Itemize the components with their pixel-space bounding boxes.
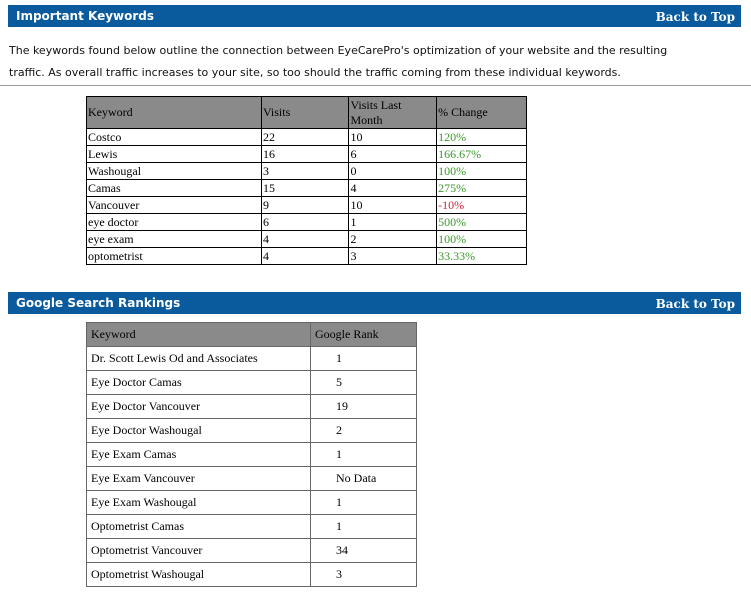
rank-cell: 1 — [310, 346, 417, 371]
column-header: Keyword — [86, 96, 262, 129]
rank-cell: 34 — [310, 538, 417, 563]
table-row: Optometrist Vancouver 34 — [86, 538, 417, 563]
table-row: Dr. Scott Lewis Od and Associates 1 — [86, 346, 417, 371]
table-row: Eye Doctor Vancouver 19 — [86, 394, 417, 419]
keyword-cell: Optometrist Washougal — [86, 562, 311, 587]
rank-cell: 5 — [310, 370, 417, 395]
keyword-cell: Eye Exam Camas — [86, 442, 311, 467]
change-cell: 33.33% — [436, 247, 527, 265]
column-header: Visits Last Month — [348, 96, 438, 129]
keywords-table: Keyword Visits Visits Last Month % Chang… — [86, 96, 527, 265]
table-row: Eye Doctor Washougal 2 — [86, 418, 417, 443]
table-header-row: Keyword Google Rank — [86, 322, 417, 347]
visits-cell: 4 — [260, 230, 350, 248]
table-row: Eye Exam Vancouver No Data — [86, 466, 417, 491]
visits-last-month-cell: 10 — [348, 128, 438, 146]
change-cell: 100% — [436, 230, 527, 248]
table-row: Eye Exam Washougal 1 — [86, 490, 417, 515]
google-rankings-header: Google Search Rankings Back to Top — [8, 292, 741, 314]
visits-cell: 22 — [260, 128, 350, 146]
keyword-cell: Vancouver — [86, 196, 262, 214]
table-row: Optometrist Camas 1 — [86, 514, 417, 539]
rank-cell: 2 — [310, 418, 417, 443]
visits-last-month-cell: 2 — [348, 230, 438, 248]
visits-cell: 9 — [260, 196, 350, 214]
visits-cell: 4 — [260, 247, 350, 265]
column-header: % Change — [436, 96, 527, 129]
rank-cell: 19 — [310, 394, 417, 419]
keyword-cell: Optometrist Vancouver — [86, 538, 311, 563]
keyword-cell: Lewis — [86, 145, 262, 163]
visits-cell: 6 — [260, 213, 350, 231]
keyword-cell: eye doctor — [86, 213, 262, 231]
back-to-top-link[interactable]: Back to Top — [655, 297, 735, 311]
table-row: Eye Exam Camas 1 — [86, 442, 417, 467]
keyword-cell: Costco — [86, 128, 262, 146]
table-row: Eye Doctor Camas 5 — [86, 370, 417, 395]
table-row: Vancouver 9 10 -10% — [86, 196, 527, 214]
column-header: Keyword — [86, 322, 311, 347]
column-header: Visits — [260, 96, 350, 129]
change-cell: 166.67% — [436, 145, 527, 163]
visits-last-month-cell: 6 — [348, 145, 438, 163]
keyword-cell: Eye Doctor Camas — [86, 370, 311, 395]
table-row: optometrist 4 3 33.33% — [86, 247, 527, 265]
rank-cell: 3 — [310, 562, 417, 587]
divider — [0, 85, 751, 86]
table-row: Lewis 16 6 166.67% — [86, 145, 527, 163]
visits-last-month-cell: 4 — [348, 179, 438, 197]
visits-last-month-cell: 10 — [348, 196, 438, 214]
keyword-cell: eye exam — [86, 230, 262, 248]
visits-last-month-cell: 0 — [348, 162, 438, 180]
visits-last-month-cell: 1 — [348, 213, 438, 231]
change-cell: 100% — [436, 162, 527, 180]
rank-cell: No Data — [310, 466, 417, 491]
visits-cell: 3 — [260, 162, 350, 180]
intro-paragraph: The keywords found below outline the con… — [9, 40, 739, 84]
visits-last-month-cell: 3 — [348, 247, 438, 265]
table-header-row: Keyword Visits Visits Last Month % Chang… — [86, 96, 527, 129]
back-to-top-link[interactable]: Back to Top — [655, 10, 735, 24]
table-row: Camas 15 4 275% — [86, 179, 527, 197]
table-row: Washougal 3 0 100% — [86, 162, 527, 180]
keyword-cell: Washougal — [86, 162, 262, 180]
keyword-cell: Eye Doctor Washougal — [86, 418, 311, 443]
change-cell: 500% — [436, 213, 527, 231]
intro-line: The keywords found below outline the con… — [9, 44, 668, 57]
rank-cell: 1 — [310, 490, 417, 515]
keyword-cell: Eye Exam Washougal — [86, 490, 311, 515]
change-cell: 120% — [436, 128, 527, 146]
important-keywords-header: Important Keywords Back to Top — [8, 5, 741, 27]
keyword-cell: Optometrist Camas — [86, 514, 311, 539]
visits-cell: 15 — [260, 179, 350, 197]
column-header: Google Rank — [310, 322, 417, 347]
table-row: Optometrist Washougal 3 — [86, 562, 417, 587]
rank-cell: 1 — [310, 514, 417, 539]
rank-cell: 1 — [310, 442, 417, 467]
intro-line: traffic. As overall traffic increases to… — [9, 66, 621, 79]
keyword-cell: optometrist — [86, 247, 262, 265]
change-cell: 275% — [436, 179, 527, 197]
visits-cell: 16 — [260, 145, 350, 163]
table-row: Costco 22 10 120% — [86, 128, 527, 146]
keyword-cell: Dr. Scott Lewis Od and Associates — [86, 346, 311, 371]
google-rank-table: Keyword Google Rank Dr. Scott Lewis Od a… — [86, 322, 417, 587]
section-title: Important Keywords — [16, 9, 155, 23]
keyword-cell: Camas — [86, 179, 262, 197]
section-title: Google Search Rankings — [16, 296, 181, 310]
keyword-cell: Eye Exam Vancouver — [86, 466, 311, 491]
table-row: eye doctor 6 1 500% — [86, 213, 527, 231]
change-cell: -10% — [436, 196, 527, 214]
keyword-cell: Eye Doctor Vancouver — [86, 394, 311, 419]
table-row: eye exam 4 2 100% — [86, 230, 527, 248]
